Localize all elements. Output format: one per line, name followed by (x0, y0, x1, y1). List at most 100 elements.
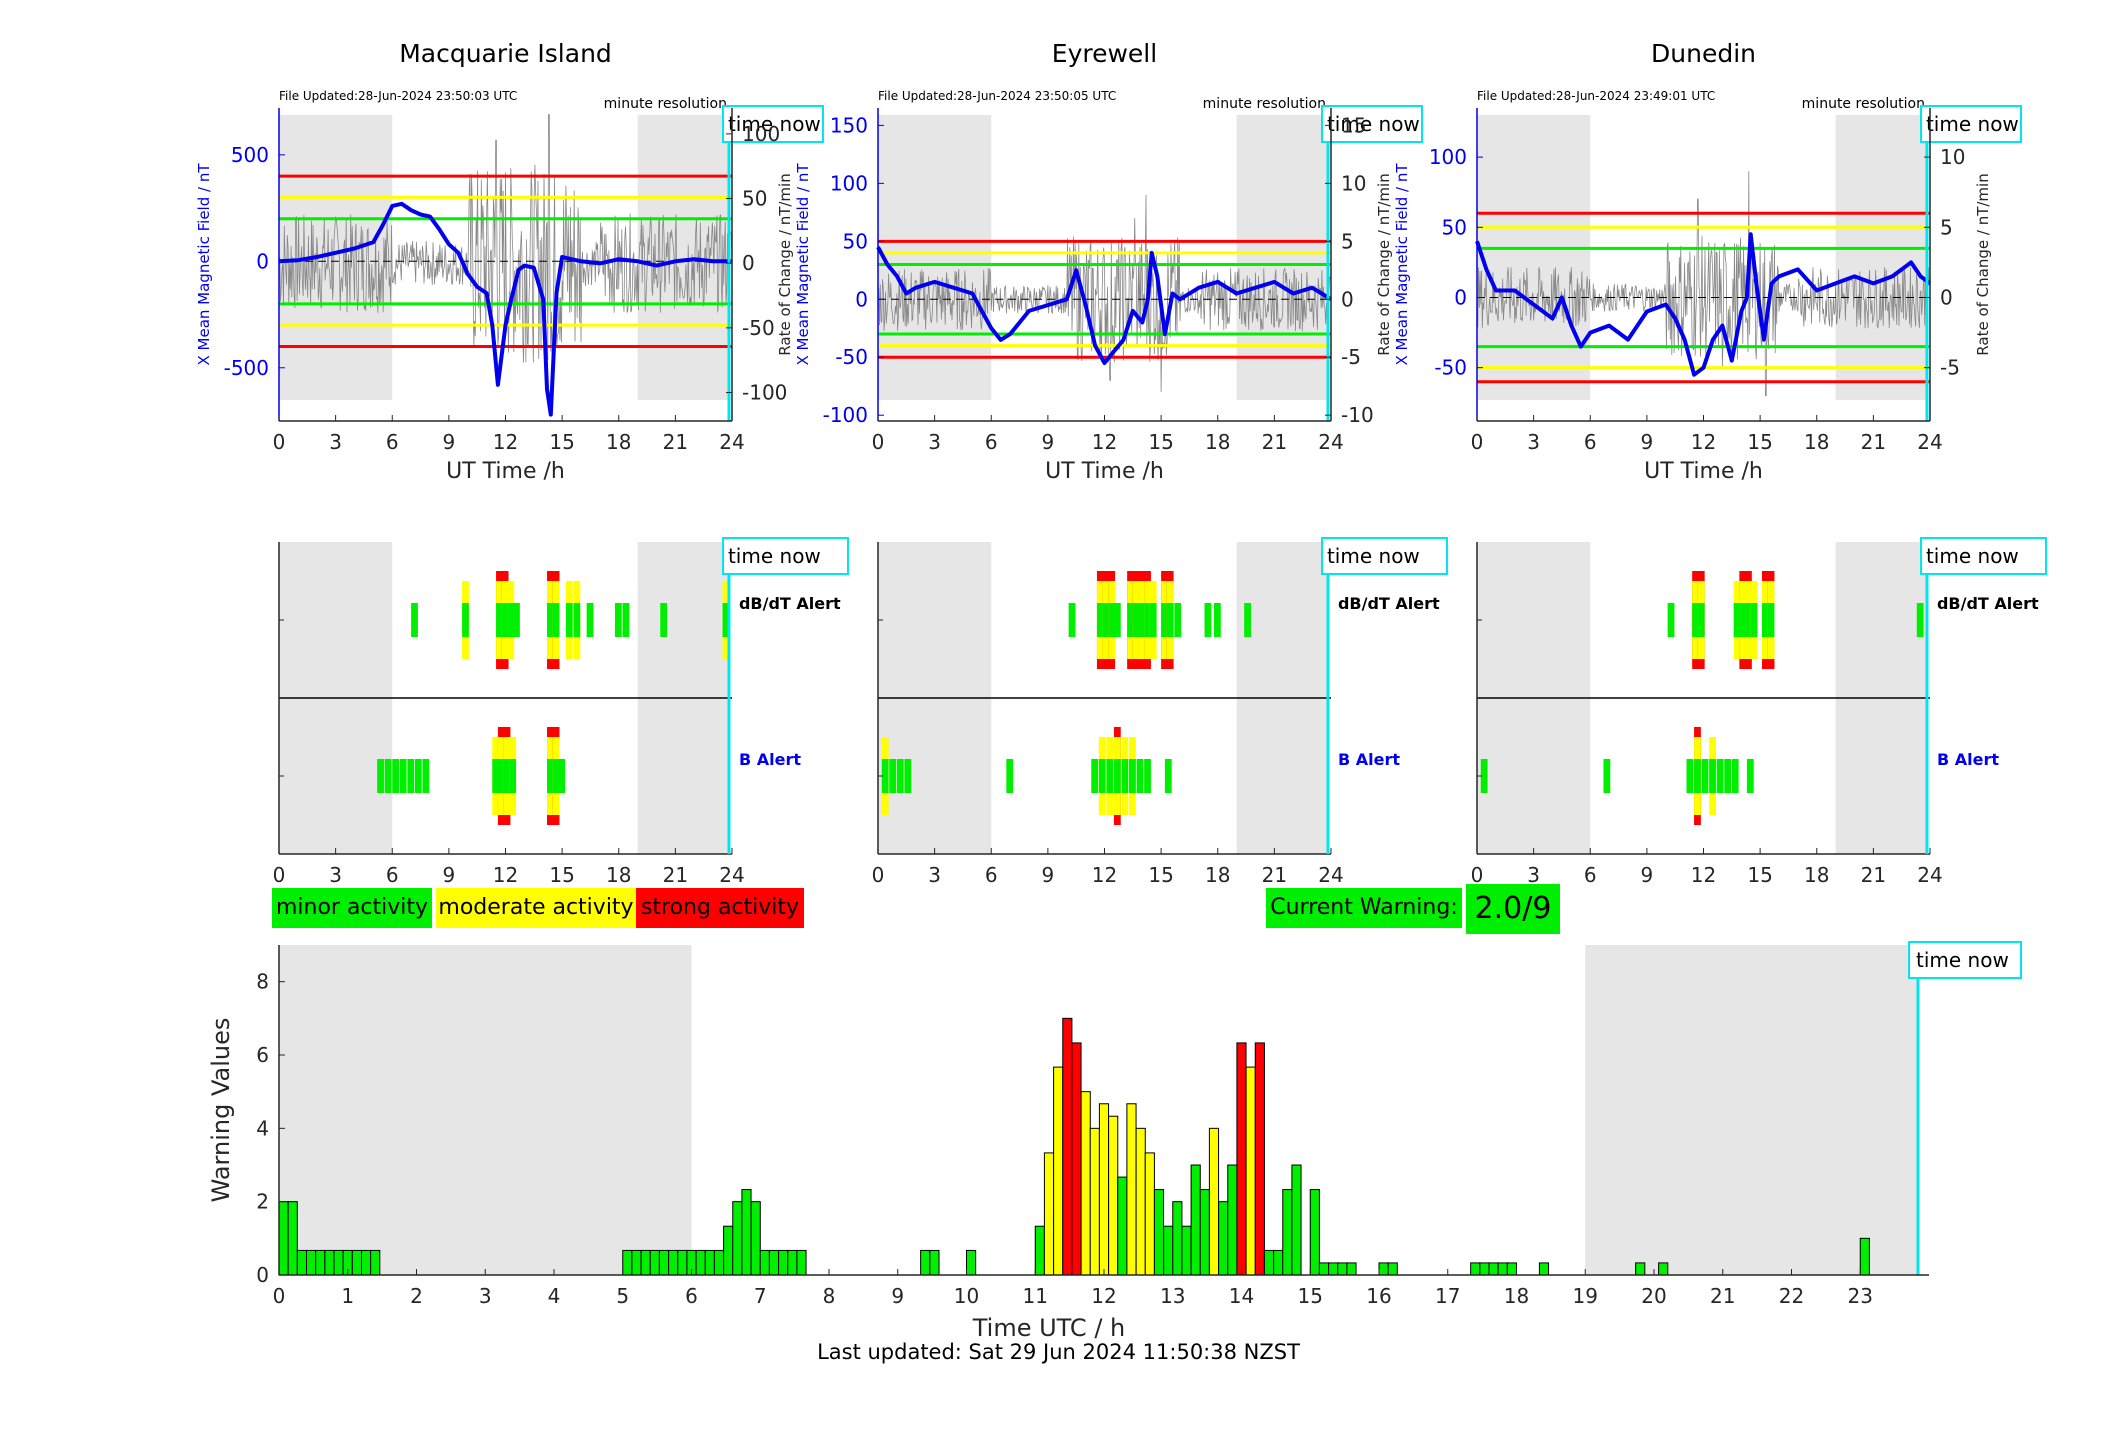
x-tick-label: 12 (493, 430, 518, 454)
x-tick-label: 6 (985, 430, 998, 454)
x-tick-label: 12 (1092, 863, 1117, 887)
dbdt-alert-bar (411, 603, 418, 637)
dbdt-alert-bar (462, 581, 469, 659)
b-alert-bar-minor (558, 759, 566, 793)
x-axis-label: UT Time /h (1644, 459, 1763, 484)
dbdt-alert-bar-minor (1667, 603, 1675, 637)
minute-resolution-label: minute resolution (1203, 96, 1326, 112)
b-alert-bar-minor (1106, 759, 1114, 793)
dbdt-alert-bar (1132, 571, 1140, 669)
legend-minor-activity: minor activity (272, 888, 432, 928)
b-alert-bar (422, 759, 430, 793)
warning-bar (695, 1249, 706, 1276)
b-alert-bar (377, 759, 384, 793)
right-y-tick-label: -5 (1341, 345, 1361, 369)
b-alert-label: B Alert (739, 750, 801, 769)
x-tick-label: 4 (548, 1284, 561, 1308)
warning-bar (966, 1249, 977, 1276)
x-tick-label: 21 (1262, 430, 1287, 454)
b-alert-bar (1686, 759, 1694, 793)
b-alert-bar (399, 759, 407, 793)
b-alert-bar-minor (1006, 759, 1014, 793)
warning-bar (324, 1249, 335, 1276)
dbdt-alert-bar (1127, 571, 1134, 669)
warning-bar (732, 1201, 743, 1276)
dbdt-alert-bar (1739, 571, 1747, 669)
b-alert-bar-minor (1098, 759, 1106, 793)
warning-bar (1153, 1189, 1165, 1276)
warning-bar (1071, 1042, 1082, 1276)
warning-bar (631, 1249, 642, 1276)
b-alert-bar-minor (896, 759, 904, 793)
x-tick-label: 12 (1691, 863, 1716, 887)
x-tick-label: 21 (1262, 863, 1287, 887)
x-tick-label: 15 (1148, 863, 1173, 887)
b-alert-bar-minor (509, 759, 517, 793)
dbdt-alert-bar-minor (1762, 603, 1769, 637)
right-y-tick-label: -10 (1341, 403, 1374, 427)
warning-bar (1163, 1225, 1174, 1276)
warning-bar (1245, 1066, 1256, 1276)
dbdt-alert-bar (1692, 571, 1699, 669)
dbdt-alert-label: dB/dT Alert (739, 594, 841, 613)
warning-bar (759, 1249, 770, 1276)
right-y-tick-label: -100 (742, 381, 787, 405)
warning-bar (1282, 1189, 1293, 1276)
minute-resolution-label: minute resolution (1802, 96, 1925, 112)
warning-bar (668, 1249, 679, 1276)
x-tick-label: 6 (1584, 430, 1597, 454)
b-alert-bar-minor (377, 759, 384, 793)
station-title: Macquarie Island (399, 39, 612, 68)
dbdt-alert-bar-minor (1244, 603, 1251, 637)
b-alert-bar-minor (552, 759, 560, 793)
warning-bar (723, 1225, 734, 1276)
time-now-label: time now (1327, 544, 1420, 568)
x-tick-label: 6 (386, 863, 399, 887)
dbdt-alert-bar-minor (1739, 603, 1747, 637)
night-shade (1236, 115, 1329, 400)
warning-bar (1190, 1164, 1201, 1276)
x-tick-label: 21 (663, 863, 688, 887)
warning-bar (677, 1249, 688, 1276)
dbdt-alert-bar (1667, 603, 1675, 637)
b-alert-bar-minor (1724, 759, 1732, 793)
b-alert-bar (889, 759, 897, 793)
dbdt-alert-bar-minor (614, 603, 622, 637)
left-y-axis-label: X Mean Magnetic Field / nT (794, 163, 812, 366)
warning-bar (1538, 1262, 1550, 1276)
b-alert-bar-minor (1709, 759, 1716, 793)
warning-bar (778, 1249, 789, 1276)
right-y-tick-label: 50 (742, 187, 767, 211)
rate-of-change-line (1476, 171, 1931, 397)
dbdt-alert-bar (496, 571, 503, 669)
warning-bar (1337, 1262, 1348, 1276)
right-y-axis-label: Rate of Change / nT/min (1375, 173, 1393, 355)
warning-bar (1488, 1262, 1499, 1276)
warning-bar (1346, 1262, 1357, 1276)
x-tick-label: 9 (1641, 430, 1654, 454)
dbdt-alert-bar-minor (1166, 603, 1174, 637)
b-alert-bar (414, 759, 422, 793)
warning-bar (658, 1249, 670, 1276)
x-tick-label: 15 (549, 430, 574, 454)
x-tick-label: 6 (1584, 863, 1597, 887)
b-alert-bar (1098, 737, 1106, 815)
dbdt-alert-bar (513, 603, 520, 637)
dbdt-alert-bar (1102, 571, 1110, 669)
warning-bar (1273, 1249, 1284, 1276)
x-tick-label: 22 (1779, 1284, 1804, 1308)
warning-bar (1470, 1262, 1481, 1276)
dbdt-alert-bar-minor (513, 603, 520, 637)
b-alert-bar-minor (881, 759, 889, 793)
warning-bar (1378, 1262, 1389, 1276)
dbdt-alert-bar-minor (1108, 603, 1116, 637)
x-tick-label: 12 (1691, 430, 1716, 454)
b-alert-bar (1121, 737, 1129, 815)
x-tick-label: 7 (754, 1284, 767, 1308)
x-tick-label: 0 (872, 863, 885, 887)
dbdt-alert-bar-minor (1204, 603, 1212, 637)
warning-bar (1263, 1249, 1275, 1276)
b-alert-bar-minor (1480, 759, 1488, 793)
dbdt-alert-bar (1916, 603, 1924, 637)
b-alert-bar-minor (1136, 759, 1144, 793)
